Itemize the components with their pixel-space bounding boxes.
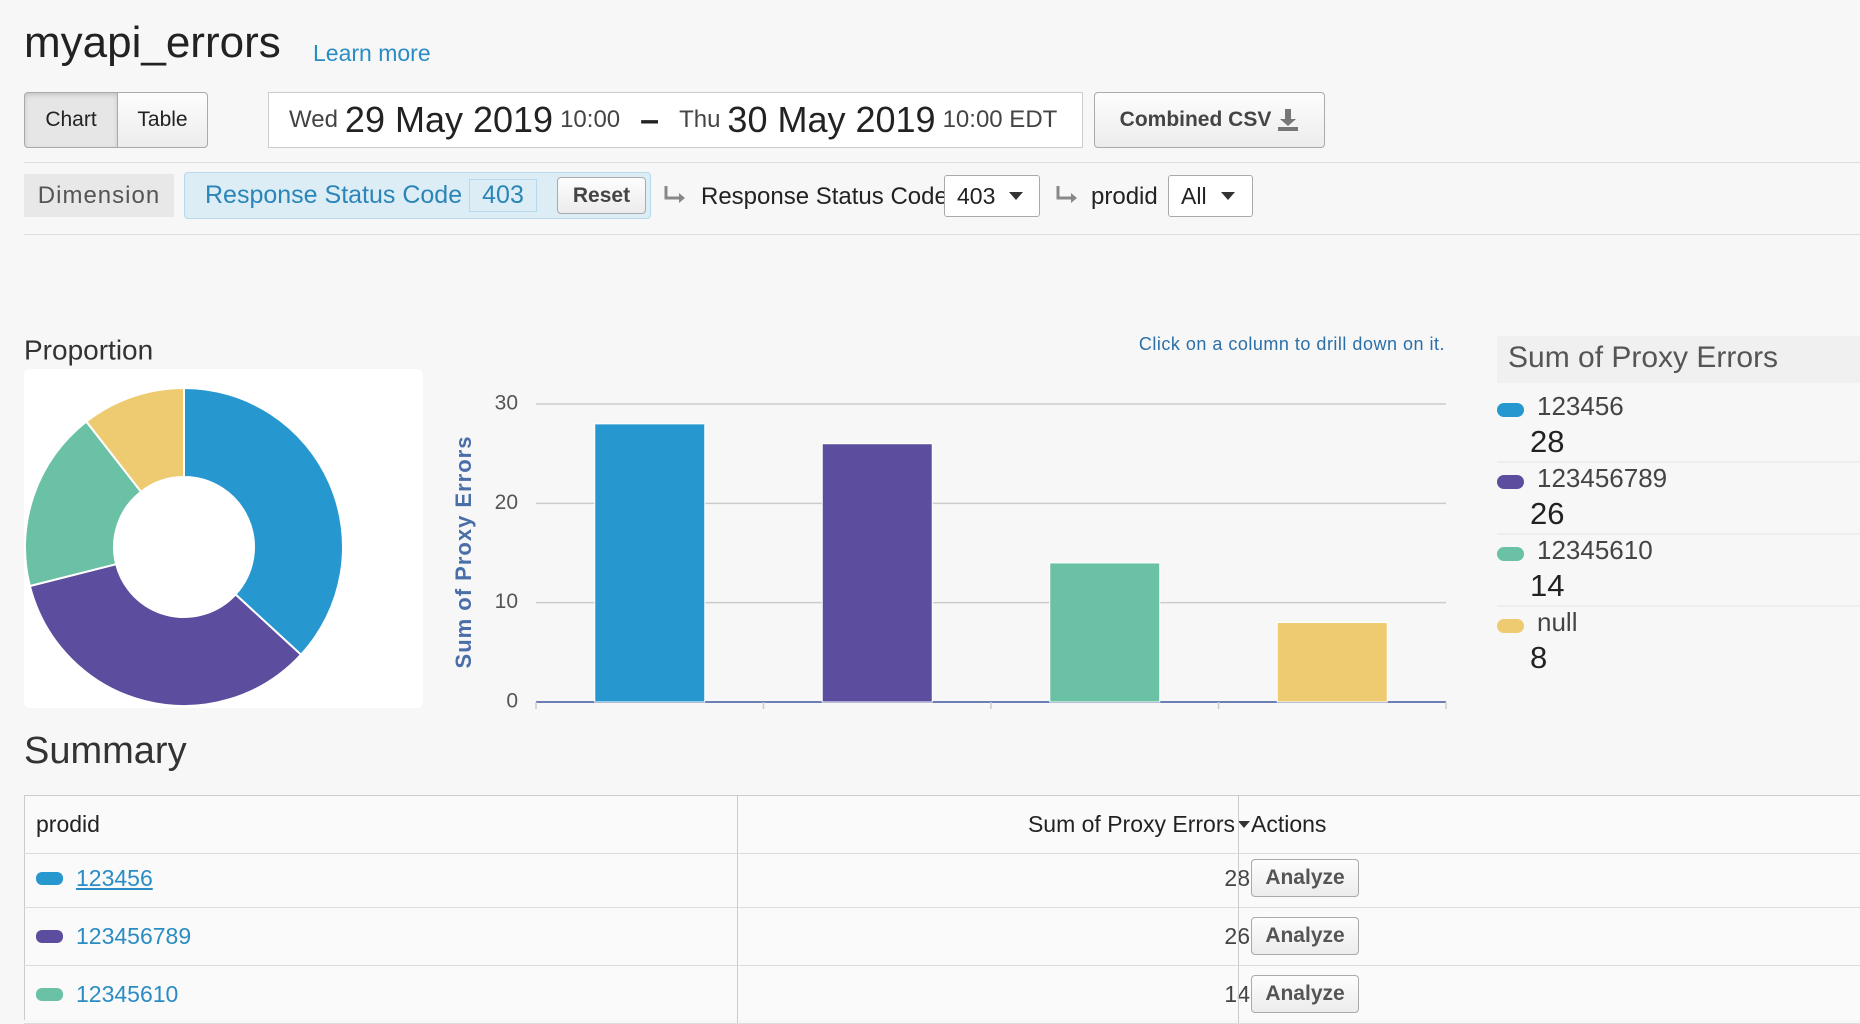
column-header[interactable]: Sum of Proxy Errors [737, 795, 1262, 853]
y-tick-label: 0 [506, 690, 518, 713]
legend-title: Sum of Proxy Errors [1508, 341, 1778, 374]
column-header: prodid [36, 795, 100, 853]
row-swatch [36, 988, 63, 1001]
y-axis-label: Sum of Proxy Errors [451, 436, 476, 669]
prodid-link[interactable]: 123456 [76, 865, 153, 892]
row-swatch [36, 872, 63, 885]
charts: Proportion Click on a column to drill do… [0, 0, 1860, 740]
legend-value: 14 [1530, 568, 1564, 603]
legend-swatch [1497, 403, 1524, 417]
legend-swatch [1497, 547, 1524, 561]
value-cell: 28 [737, 849, 1262, 907]
table-row: 123456789 26Analyze [24, 907, 1860, 966]
prodid-link[interactable]: 123456789 [76, 923, 191, 950]
column-header: Actions [1238, 795, 1326, 853]
prodid-cell: 123456789 [36, 907, 191, 965]
prodid-cell: 12345610 [36, 965, 178, 1023]
bar [1050, 563, 1160, 702]
row-swatch [36, 930, 63, 943]
analyze-button[interactable]: Analyze [1251, 859, 1359, 897]
actions-cell: Analyze [1238, 849, 1359, 907]
table-row: 123456 28Analyze [24, 849, 1860, 908]
legend-name: 123456789 [1537, 463, 1667, 493]
y-tick-label: 30 [495, 392, 518, 415]
analyze-button[interactable]: Analyze [1251, 975, 1359, 1013]
legend-name: 12345610 [1537, 535, 1653, 565]
legend-name: null [1537, 607, 1577, 637]
column-title: Sum of Proxy Errors [1028, 811, 1235, 838]
actions-cell: Analyze [1238, 965, 1359, 1023]
prodid-cell: 123456 [36, 849, 153, 907]
pie-title: Proportion [24, 334, 153, 365]
chart-annotation: Click on a column to drill down on it. [1139, 334, 1445, 354]
legend-value: 26 [1530, 496, 1564, 531]
value-cell: 14 [737, 965, 1262, 1023]
table-header: prodid Sum of Proxy Errors Actions [24, 795, 1860, 854]
y-tick-label: 10 [495, 590, 518, 613]
bar [1277, 623, 1387, 702]
actions-cell: Analyze [1238, 907, 1359, 965]
legend-name: 123456 [1537, 391, 1624, 421]
bar [595, 424, 705, 702]
bar [822, 444, 932, 702]
legend-swatch [1497, 619, 1524, 633]
summary-title: Summary [24, 730, 187, 773]
analyze-button[interactable]: Analyze [1251, 917, 1359, 955]
legend-value: 8 [1530, 640, 1547, 675]
value-cell: 26 [737, 907, 1262, 965]
y-tick-label: 20 [495, 491, 518, 514]
prodid-link[interactable]: 12345610 [76, 981, 178, 1008]
legend-value: 28 [1530, 424, 1564, 459]
table-row: 12345610 14Analyze [24, 965, 1860, 1024]
legend-swatch [1497, 475, 1524, 489]
